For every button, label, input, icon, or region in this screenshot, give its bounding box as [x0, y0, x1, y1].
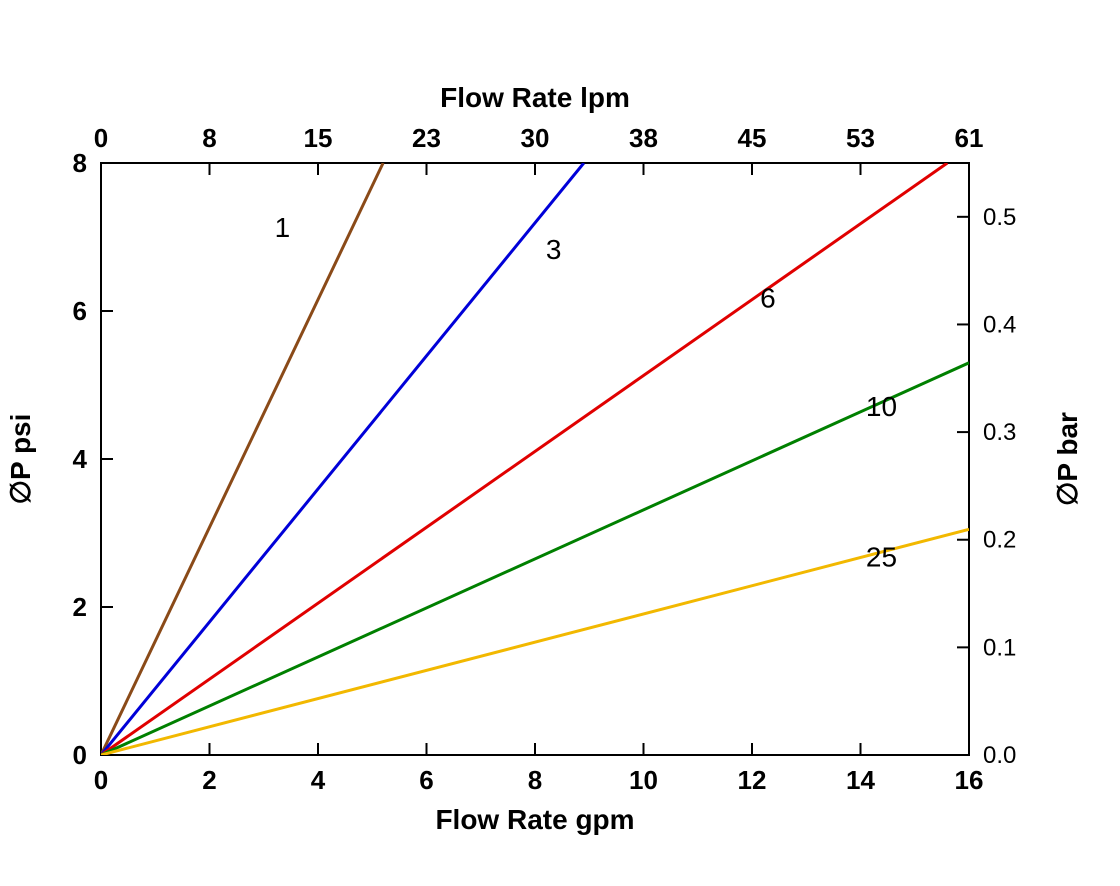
series-label-3: 3 — [546, 234, 562, 265]
y-left-tick-label: 0 — [73, 740, 87, 770]
y-left-tick-label: 8 — [73, 148, 87, 178]
x-top-tick-label: 45 — [738, 123, 767, 153]
x-bottom-tick-label: 6 — [419, 765, 433, 795]
x-top-tick-label: 38 — [629, 123, 658, 153]
y-right-tick-label: 0.2 — [983, 527, 1016, 554]
x-top-tick-label: 53 — [846, 123, 875, 153]
y-left-tick-label: 6 — [73, 296, 87, 326]
x-bottom-tick-label: 14 — [846, 765, 875, 795]
series-label-1: 1 — [275, 212, 291, 243]
y-right-tick-label: 0.5 — [983, 204, 1016, 231]
y-right-tick-label: 0.4 — [983, 311, 1016, 338]
x-bottom-axis-label: Flow Rate gpm — [435, 804, 634, 835]
y-right-tick-label: 0.1 — [983, 634, 1016, 661]
x-bottom-tick-label: 12 — [738, 765, 767, 795]
y-right-tick-label: 0.3 — [983, 419, 1016, 446]
x-top-tick-label: 61 — [955, 123, 984, 153]
series-label-10: 10 — [866, 391, 897, 422]
flow-rate-chart: 0246810121416Flow Rate gpm08152330384553… — [0, 0, 1120, 886]
x-top-tick-label: 8 — [202, 123, 216, 153]
x-bottom-tick-label: 10 — [629, 765, 658, 795]
x-top-axis-label: Flow Rate lpm — [440, 82, 630, 113]
y-left-tick-label: 4 — [73, 444, 88, 474]
x-top-tick-label: 23 — [412, 123, 441, 153]
series-label-25: 25 — [866, 541, 897, 572]
x-bottom-tick-label: 0 — [94, 765, 108, 795]
y-right-tick-label: 0.0 — [983, 742, 1016, 769]
series-label-6: 6 — [760, 282, 776, 313]
y-left-tick-label: 2 — [73, 592, 87, 622]
x-top-tick-label: 0 — [94, 123, 108, 153]
y-right-axis-label: ∅P bar — [1052, 412, 1083, 506]
x-top-tick-label: 15 — [304, 123, 333, 153]
x-top-tick-label: 30 — [521, 123, 550, 153]
x-bottom-tick-label: 4 — [311, 765, 326, 795]
x-bottom-tick-label: 2 — [202, 765, 216, 795]
x-bottom-tick-label: 16 — [955, 765, 984, 795]
chart-root: 0246810121416Flow Rate gpm08152330384553… — [0, 0, 1120, 886]
chart-background — [0, 0, 1120, 886]
x-bottom-tick-label: 8 — [528, 765, 542, 795]
y-left-axis-label: ∅P psi — [5, 414, 36, 505]
